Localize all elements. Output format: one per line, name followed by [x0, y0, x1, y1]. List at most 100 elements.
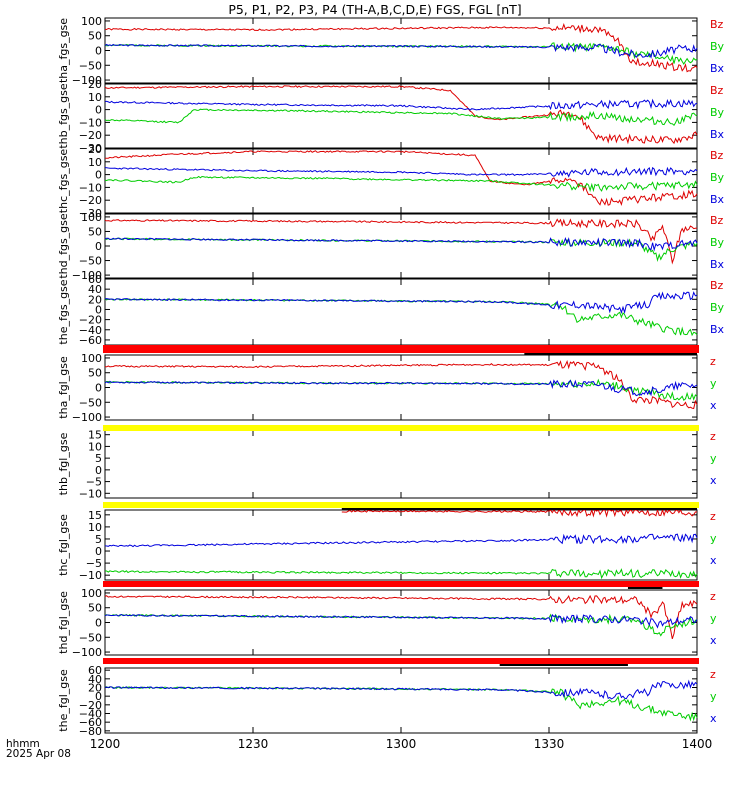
y-tick-label: −100 [72, 74, 102, 87]
y-tick-label: −10 [79, 569, 102, 582]
panel-y-label: thd_fgl_gse [57, 591, 70, 654]
legend-entry: z [710, 590, 716, 603]
y-tick-label: −5 [86, 476, 102, 489]
legend-entry: z [710, 668, 716, 681]
y-tick-label: −60 [79, 334, 102, 347]
legend-entry: y [710, 452, 717, 465]
y-tick-label: −10 [79, 487, 102, 500]
y-tick-label: 5 [95, 452, 102, 465]
y-tick-label: 0 [95, 464, 102, 477]
panel-y-label: tha_fgs_gse [57, 18, 70, 83]
status-bar [103, 345, 699, 353]
x-tick-label: 1200 [90, 737, 121, 751]
y-tick-label: 0 [95, 545, 102, 558]
y-tick-label: 100 [81, 352, 102, 365]
panel-y-label: tha_fgl_gse [57, 356, 70, 419]
y-tick-label: 20 [88, 143, 102, 156]
series-line-Bz [104, 218, 698, 265]
y-tick-label: 0 [95, 104, 102, 117]
y-tick-label: −40 [79, 324, 102, 337]
legend-entry: Bx [710, 323, 725, 336]
y-tick-label: −20 [79, 699, 102, 712]
series-line-Bx [104, 291, 698, 315]
y-tick-label: 20 [88, 682, 102, 695]
panel-y-label: thd_fgs_gse [57, 213, 70, 279]
series-line-Bz [105, 150, 698, 206]
series-line-Bx [104, 43, 698, 59]
y-tick-label: 100 [81, 211, 102, 224]
legend-entry: By [710, 106, 725, 119]
panel-frame [104, 429, 698, 499]
y-tick-label: 0 [95, 45, 102, 58]
status-bar [103, 502, 699, 508]
y-tick-label: 0 [95, 382, 102, 395]
legend-entry: y [710, 612, 717, 625]
y-tick-label: 0 [95, 617, 102, 630]
series-line-Bz [104, 85, 698, 145]
y-tick-label: −20 [79, 314, 102, 327]
legend-entry: x [710, 634, 717, 647]
y-tick-label: 15 [88, 429, 102, 442]
legend-entry: Bx [710, 62, 725, 75]
legend-entry: x [710, 554, 717, 567]
y-tick-label: 5 [95, 533, 102, 546]
y-tick-label: 10 [88, 440, 102, 453]
y-tick-label: 40 [88, 283, 102, 296]
legend-entry: Bx [710, 258, 725, 271]
y-tick-label: −100 [72, 646, 102, 659]
y-tick-label: 15 [88, 509, 102, 522]
series-line-By [104, 175, 698, 193]
legend-entry: Bz [710, 18, 724, 31]
y-tick-label: −10 [79, 116, 102, 129]
series-line-Bx [104, 98, 698, 111]
legend-entry: y [710, 377, 717, 390]
status-bar-black-segment [627, 587, 663, 589]
y-tick-label: 0 [95, 303, 102, 316]
y-tick-label: −100 [72, 269, 102, 282]
y-tick-label: −100 [72, 411, 102, 424]
legend-entry: x [710, 712, 717, 725]
y-tick-label: 100 [81, 587, 102, 600]
series-line-By [104, 108, 698, 126]
y-tick-label: 10 [88, 156, 102, 169]
status-bar-black-segment [499, 664, 628, 666]
x-tick-label: 1230 [238, 737, 269, 751]
y-tick-label: 0 [95, 240, 102, 253]
status-bar [103, 425, 699, 431]
y-tick-label: −50 [79, 631, 102, 644]
series-line-x [104, 613, 698, 629]
y-tick-label: 0 [95, 169, 102, 182]
y-tick-label: −80 [79, 725, 102, 738]
series-line-y [104, 686, 698, 722]
y-tick-label: −60 [79, 716, 102, 729]
y-tick-label: 50 [88, 225, 102, 238]
status-bar-black-segment [524, 353, 697, 355]
panel-y-label: thb_fgl_gse [57, 432, 70, 495]
y-tick-label: 50 [88, 30, 102, 43]
x-tick-label: 1400 [682, 737, 713, 751]
y-tick-label: 40 [88, 673, 102, 686]
series-line-Bx [104, 166, 698, 178]
y-tick-label: 60 [88, 664, 102, 677]
legend-entry: Bz [710, 149, 724, 162]
y-tick-label: 20 [88, 78, 102, 91]
panel-y-label: the_fgl_gse [57, 669, 70, 732]
legend-entry: By [710, 171, 725, 184]
y-tick-label: 0 [95, 690, 102, 703]
series-line-By [104, 298, 698, 337]
chart-title: P5, P1, P2, P3, P4 (TH-A,B,C,D,E) FGS, F… [228, 2, 522, 17]
panel-y-label: thc_fgs_gse [57, 149, 70, 214]
series-line-Bx [104, 237, 698, 252]
y-tick-label: −50 [79, 396, 102, 409]
series-line-x [104, 379, 698, 397]
legend-entry: By [710, 301, 725, 314]
panel-y-label: thb_fgs_gse [57, 83, 70, 149]
status-bar [103, 581, 699, 587]
panel-y-label: the_fgs_gse [57, 279, 70, 344]
series-line-Bz [104, 22, 698, 73]
series-line-x [104, 533, 698, 548]
legend-entry: Bz [710, 84, 724, 97]
y-tick-label: −30 [79, 142, 102, 155]
y-tick-label: 10 [88, 91, 102, 104]
